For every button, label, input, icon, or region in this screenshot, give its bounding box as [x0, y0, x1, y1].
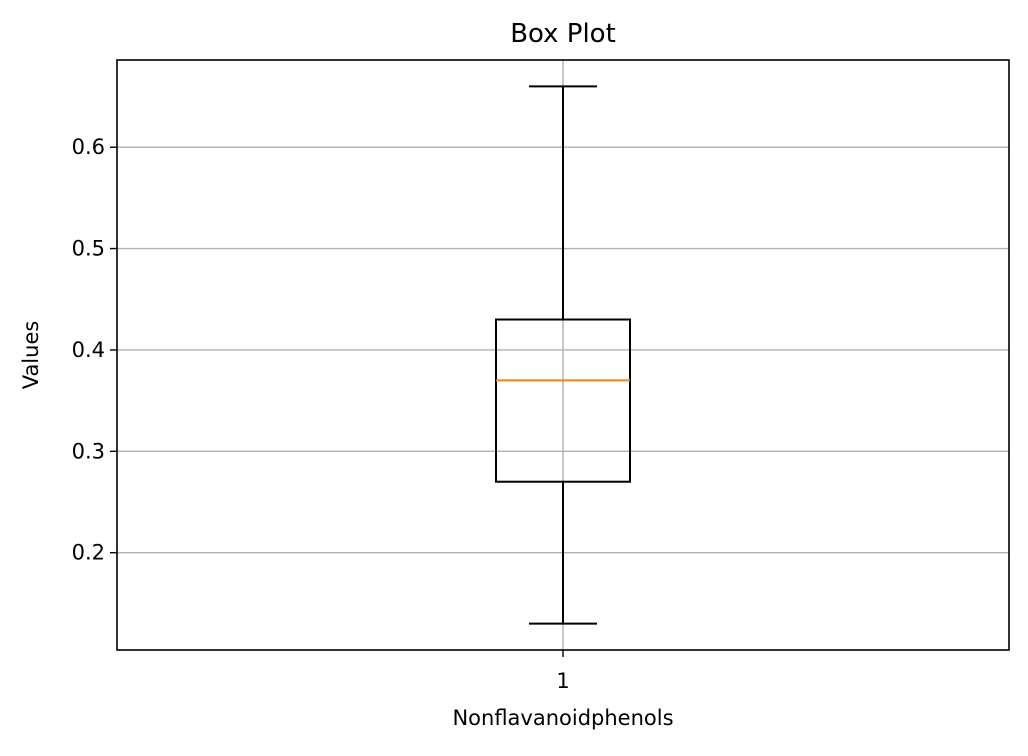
box-layer — [495, 85, 631, 625]
y-axis-ticks: 0.2 0.3 0.4 0.5 0.6 — [72, 135, 117, 565]
y-tick-label: 0.3 — [72, 439, 105, 463]
x-axis-label: Nonflavanoidphenols — [452, 706, 673, 730]
x-tick-label: 1 — [556, 669, 569, 693]
iqr-box — [495, 318, 631, 483]
x-axis-ticks: 1 — [556, 650, 570, 693]
y-tick-label: 0.4 — [72, 338, 105, 362]
y-tick-label: 0.2 — [72, 541, 105, 565]
chart-title: Box Plot — [510, 19, 616, 49]
y-tick-label: 0.6 — [72, 135, 105, 159]
y-axis-label: Values — [19, 321, 43, 390]
y-tick-label: 0.5 — [72, 237, 105, 261]
